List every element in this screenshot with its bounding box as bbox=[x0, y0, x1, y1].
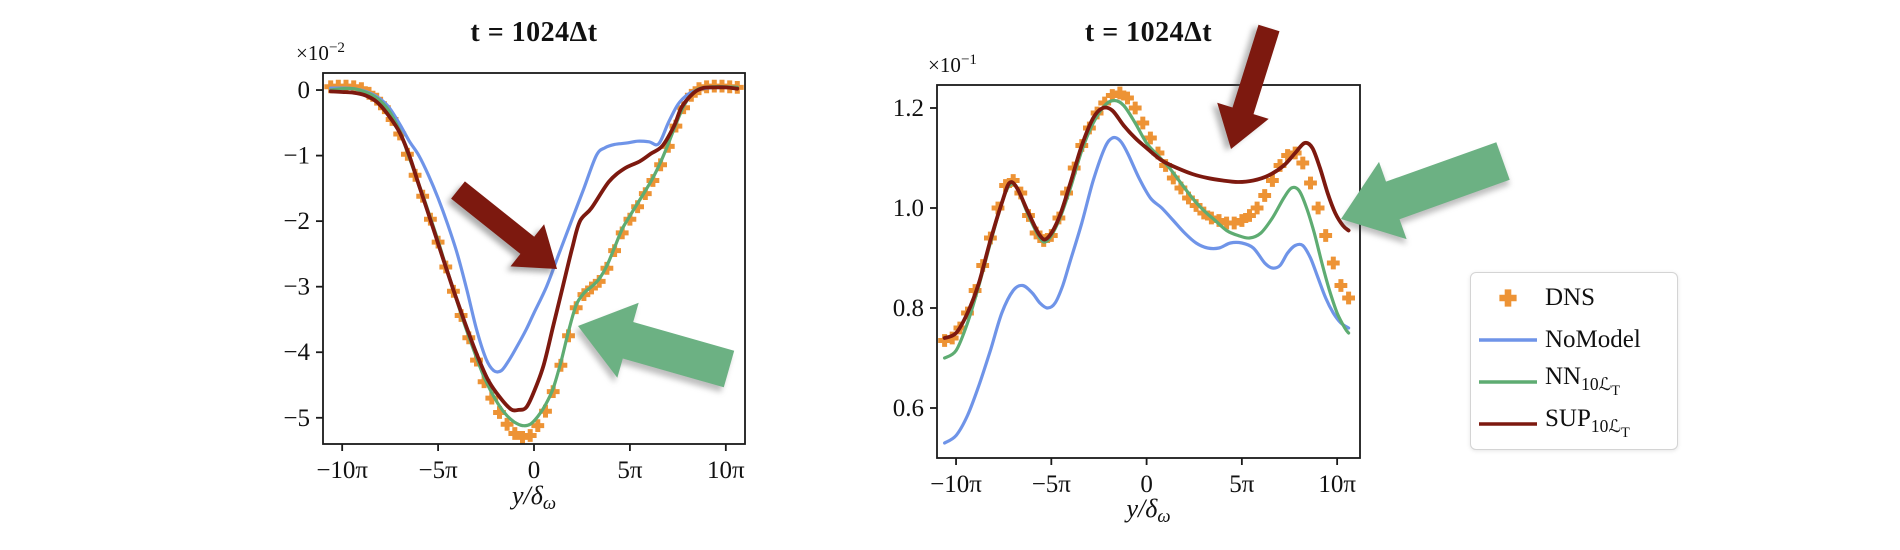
left-y-offset-label: ×10−2 bbox=[296, 40, 345, 65]
right-plot-y-tick-label: 1.0 bbox=[893, 195, 924, 222]
left-plot-y-tick-label: −3 bbox=[283, 274, 310, 301]
left-plot-x-tick-label: 5π bbox=[617, 457, 643, 484]
right-plot-series-NoModel bbox=[943, 135, 1351, 445]
legend-item-dns: DNS bbox=[1471, 277, 1677, 319]
legend-item-nomodel: NoModel bbox=[1471, 319, 1677, 361]
right-plot-title: t = 1024Δt bbox=[1084, 17, 1213, 48]
left-plot-series-SUP_10LT bbox=[328, 85, 740, 413]
left-plot-y-tick-label: −4 bbox=[283, 339, 310, 366]
left-plot-x-tick-label: 10π bbox=[707, 457, 745, 484]
arrow-sup-left bbox=[451, 181, 557, 269]
left-plot-y-tick-label: −5 bbox=[283, 405, 310, 432]
right-plot-x-tick-label: 0 bbox=[1140, 471, 1153, 498]
right-plot-x-tick-label: 5π bbox=[1229, 471, 1255, 498]
right-plot-x-tick-label: −5π bbox=[1032, 471, 1072, 498]
legend-item-label: NN10ℒT bbox=[1545, 363, 1620, 400]
legend-item-label: NoModel bbox=[1545, 326, 1641, 353]
legend-line-swatch-icon bbox=[1471, 371, 1545, 393]
left-plot-title: t = 1024Δt bbox=[470, 17, 598, 48]
legend-item-label: DNS bbox=[1545, 284, 1596, 311]
left-plot-y-tick-label: 0 bbox=[298, 77, 311, 104]
right-y-offset-label: ×10−1 bbox=[928, 52, 977, 77]
arrow-sup-right bbox=[1217, 24, 1280, 150]
legend-item-nn: NN10ℒT bbox=[1471, 361, 1677, 403]
left-plot-x-tick-label: 0 bbox=[528, 457, 541, 484]
arrow-nn-left bbox=[578, 302, 735, 388]
right-plot-series-DNS bbox=[938, 86, 1355, 347]
legend-item-label: SUP10ℒT bbox=[1545, 405, 1630, 442]
right-plot-axes-box bbox=[936, 84, 1361, 459]
right-x-axis-label: y/δω bbox=[1126, 494, 1171, 528]
left-x-axis-label: y/δω bbox=[511, 481, 557, 515]
right-plot-series-layer bbox=[938, 86, 1355, 445]
legend-line-swatch-icon bbox=[1471, 413, 1545, 435]
right-plot-y-tick-label: 1.2 bbox=[893, 95, 924, 122]
right-plot-x-tick-label: −10π bbox=[930, 471, 982, 498]
left-plot-y-tick-label: −1 bbox=[283, 143, 310, 170]
arrow-nn-right bbox=[1341, 142, 1510, 240]
left-plot-y-tick-label: −2 bbox=[283, 208, 310, 235]
left-plot-series-layer bbox=[324, 79, 744, 444]
legend-line-swatch-icon bbox=[1471, 329, 1545, 351]
left-plot-x-tick-label: −5π bbox=[418, 457, 458, 484]
legend: DNS NoModel NN10ℒT SUP10ℒT bbox=[1470, 272, 1678, 450]
right-plot-x-tick-label: 10π bbox=[1318, 471, 1356, 498]
legend-plus-marker-icon bbox=[1471, 287, 1545, 309]
legend-item-sup: SUP10ℒT bbox=[1471, 403, 1677, 445]
left-plot-x-tick-label: −10π bbox=[316, 457, 368, 484]
right-plot-y-tick-label: 0.8 bbox=[893, 295, 924, 322]
left-plot-series-NoModel bbox=[329, 85, 739, 374]
right-plot-series-SUP_10LT bbox=[942, 105, 1351, 340]
right-plot-y-tick-label: 0.6 bbox=[893, 395, 924, 422]
